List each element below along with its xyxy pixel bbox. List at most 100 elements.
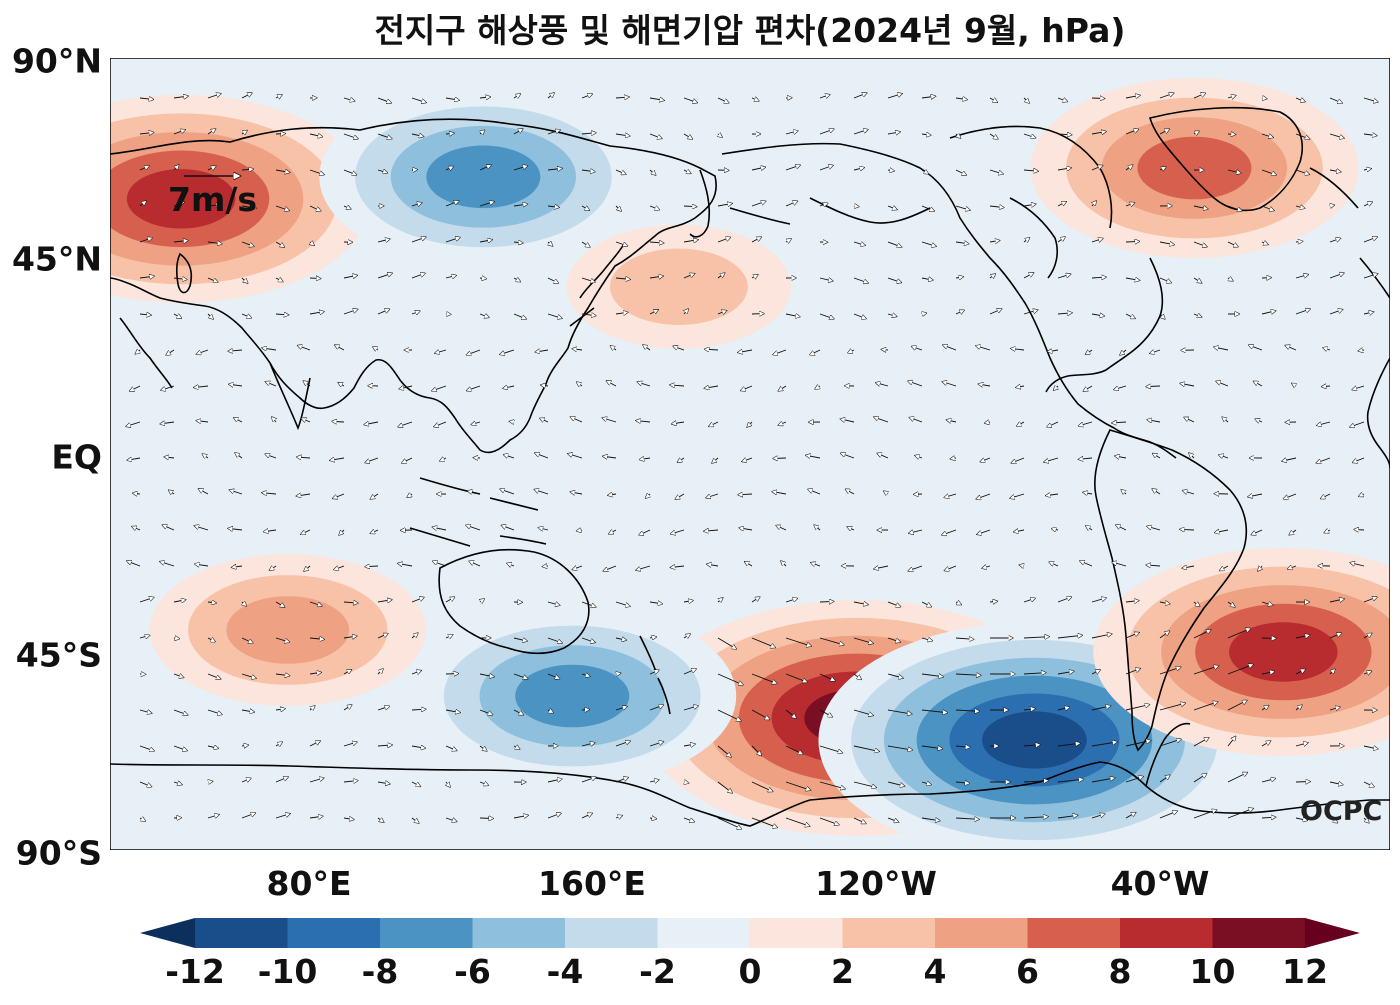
- wind-arrow: [411, 709, 426, 710]
- wind-arrow: [1193, 277, 1201, 283]
- wind-arrow: [445, 597, 454, 603]
- wind-arrow: [1011, 348, 1025, 350]
- wind-arrow: [173, 674, 184, 677]
- colorbar-tick-label: -8: [361, 952, 399, 991]
- wind-arrow: [989, 274, 995, 278]
- wind-arrow: [377, 97, 391, 103]
- wind-arrow: [479, 202, 494, 207]
- wind-arrow: [921, 746, 942, 749]
- wind-arrow: [364, 422, 379, 425]
- wind-arrow: [989, 98, 997, 102]
- wind-arrow: [1159, 811, 1177, 819]
- wind-arrow: [1329, 669, 1335, 675]
- wind-arrow: [887, 241, 901, 247]
- colorbar-tick-label: 6: [1016, 952, 1039, 991]
- wind-arrow: [1295, 98, 1305, 102]
- wind-arrow: [309, 638, 324, 639]
- wind-arrow: [445, 745, 457, 751]
- wind-arrow: [343, 636, 357, 638]
- colorbar-cell: [287, 918, 381, 948]
- lon-tick-80e: 80°E: [266, 864, 352, 903]
- wind-arrow: [1295, 309, 1310, 315]
- wind-arrow: [1159, 739, 1181, 747]
- wind-arrow: [1091, 706, 1110, 711]
- wind-arrow: [207, 166, 216, 170]
- wind-arrow: [785, 598, 797, 603]
- wind-arrow: [808, 489, 821, 495]
- wind-arrow: [309, 741, 320, 747]
- wind-arrow: [480, 599, 484, 602]
- wind-arrow: [309, 169, 324, 175]
- wind-arrow: [1227, 601, 1235, 607]
- wind-arrow: [297, 494, 311, 496]
- wind-arrow: [411, 597, 424, 603]
- anomaly-contour-8-4: [1229, 622, 1338, 682]
- wind-arrow: [1152, 489, 1161, 495]
- wind-arrow: [139, 818, 145, 821]
- chart-title: 전지구 해상풍 및 해면기압 편차(2024년 9월, hPa): [374, 11, 1126, 50]
- wind-arrow: [1120, 349, 1127, 355]
- wind-arrow: [504, 455, 515, 458]
- wind-arrow: [712, 457, 719, 463]
- wind-arrow: [1249, 345, 1263, 351]
- wind-arrow: [370, 493, 379, 499]
- wind-arrow: [479, 745, 487, 751]
- wind-arrow: [229, 384, 243, 386]
- wind-arrow: [275, 709, 285, 710]
- wind-arrow: [1363, 671, 1371, 674]
- wind-arrow: [411, 817, 419, 823]
- wind-arrow: [615, 241, 627, 246]
- wind-arrow: [173, 278, 187, 280]
- wind-arrow: [541, 385, 549, 386]
- wind-arrow: [275, 170, 290, 172]
- wind-arrow: [921, 674, 943, 677]
- wind-arrow: [445, 98, 459, 100]
- wind-arrow: [333, 493, 345, 498]
- wind-arrow: [377, 600, 392, 602]
- wind-arrow: [615, 278, 630, 279]
- wind-arrow: [513, 815, 528, 818]
- wind-arrow: [1112, 562, 1127, 567]
- wind-arrow: [1010, 493, 1025, 498]
- wind-arrow: [908, 381, 923, 387]
- coastline-new-zealand: [639, 635, 671, 715]
- wind-arrow: [989, 206, 1004, 207]
- wind-arrow: [776, 525, 787, 531]
- wind-arrow: [139, 710, 152, 713]
- wind-arrow: [615, 134, 630, 136]
- wind-arrow: [853, 709, 873, 715]
- wind-arrow: [275, 601, 285, 607]
- wind-arrow: [649, 242, 664, 243]
- wind-arrow: [1324, 530, 1331, 533]
- wind-arrow: [373, 347, 378, 350]
- lat-tick-45s: 45°S: [15, 635, 102, 675]
- wind-arrow: [615, 706, 627, 711]
- wind-arrow: [1329, 97, 1342, 103]
- wind-arrow: [751, 637, 775, 648]
- wind-arrow: [1057, 743, 1080, 746]
- wind-arrow: [1159, 703, 1185, 711]
- wind-arrow: [377, 745, 392, 746]
- wind-arrow: [1159, 602, 1170, 604]
- anomaly-contour-5-5: [982, 711, 1087, 769]
- wind-arrow: [921, 818, 940, 821]
- wind-arrow: [1329, 238, 1340, 243]
- wind-arrow: [127, 458, 141, 460]
- wind-arrow: [1023, 273, 1033, 279]
- wind-arrow: [139, 132, 153, 134]
- wind-arrow: [1091, 132, 1106, 134]
- wind-arrow: [445, 275, 456, 278]
- wind-arrow: [683, 634, 690, 638]
- wind-arrow: [1251, 529, 1263, 535]
- wind-arrow: [773, 349, 787, 355]
- wind-arrow: [1295, 743, 1308, 746]
- wind-arrow: [615, 638, 626, 640]
- wind-arrow: [649, 206, 659, 210]
- wind-arrow: [398, 421, 413, 427]
- wind-arrow: [309, 601, 322, 606]
- wind-arrow: [547, 313, 562, 318]
- wind-arrow: [572, 349, 583, 350]
- wind-arrow: [671, 529, 685, 534]
- wind-arrow: [572, 566, 583, 570]
- wind-arrow: [717, 203, 732, 206]
